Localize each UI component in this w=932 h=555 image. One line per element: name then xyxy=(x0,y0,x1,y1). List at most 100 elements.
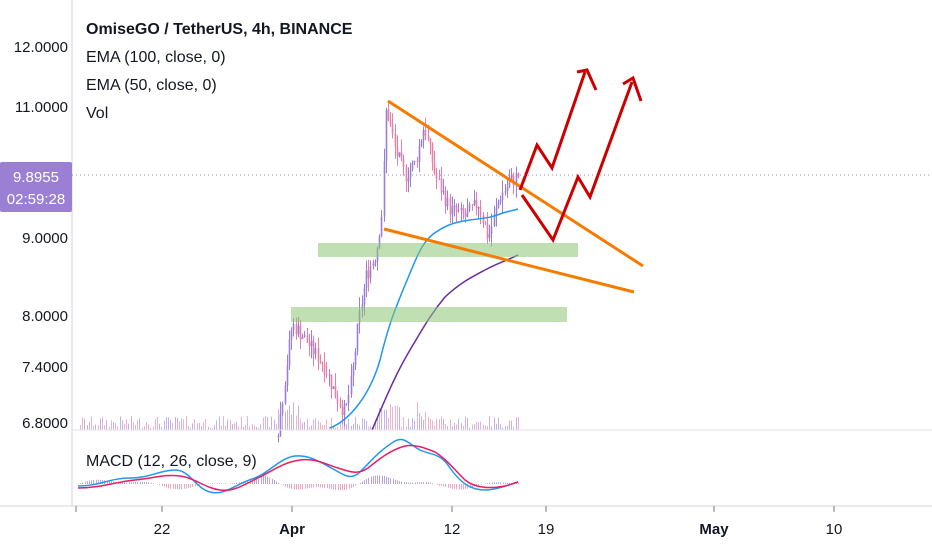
candle-body xyxy=(330,374,333,389)
price-tick-label: 9.0000 xyxy=(22,230,68,247)
candle-body xyxy=(499,200,502,203)
candle-body xyxy=(438,178,441,180)
candle-body xyxy=(402,158,405,167)
candle-body xyxy=(367,270,370,279)
candle-body xyxy=(312,340,315,355)
candle-body xyxy=(493,214,496,227)
candle-body xyxy=(398,152,401,157)
wedge-resistance-line[interactable] xyxy=(387,99,644,268)
candle-body xyxy=(339,403,342,408)
candle-body xyxy=(336,398,339,404)
candle-body xyxy=(325,374,328,376)
candle-body xyxy=(299,325,302,340)
time-tick-label: 12 xyxy=(444,521,461,538)
projection-arrow-1[interactable] xyxy=(518,71,587,191)
candle-body xyxy=(317,348,320,363)
candle-body xyxy=(281,403,284,414)
candle-body xyxy=(378,236,381,249)
candle-body xyxy=(310,340,313,347)
candle-body xyxy=(475,199,478,209)
candle-body xyxy=(347,394,350,404)
candle-body xyxy=(354,351,357,366)
candle-body xyxy=(497,202,500,208)
candle-body xyxy=(460,207,463,211)
time-tick-label: 19 xyxy=(538,521,555,538)
last-price-badge xyxy=(0,162,72,212)
ema-100-line xyxy=(371,254,519,431)
candle-body xyxy=(365,270,368,288)
candle-body xyxy=(490,226,493,235)
price-tick-label: 6.8000 xyxy=(22,415,68,432)
candle-body xyxy=(449,197,452,215)
candle-body xyxy=(306,335,309,343)
candle-body xyxy=(405,166,408,182)
candle-body xyxy=(435,173,438,179)
indicator-ema-50[interactable]: EMA (50, close, 0) xyxy=(86,77,217,94)
price-tick-label: 7.4000 xyxy=(22,359,68,376)
candle-body xyxy=(284,385,287,404)
candle-body xyxy=(345,403,348,405)
candle-body xyxy=(424,129,427,136)
candle-body xyxy=(328,374,331,376)
macd-pane xyxy=(72,429,932,494)
candle-body xyxy=(427,135,430,139)
candle-body xyxy=(319,362,322,364)
candle-body xyxy=(334,386,337,399)
price-tick-label: 12.0000 xyxy=(14,39,68,56)
wedge-support-line[interactable] xyxy=(383,227,635,294)
projection-arrow-2[interactable] xyxy=(520,81,634,244)
price-tick-label: 8.0000 xyxy=(22,308,68,325)
candle-body xyxy=(374,261,377,263)
arrowhead-1 xyxy=(576,68,598,91)
candle-body xyxy=(343,404,346,416)
macd-label[interactable]: MACD (12, 26, close, 9) xyxy=(86,453,257,470)
candle-body xyxy=(477,206,480,209)
time-tick-label: 22 xyxy=(154,521,171,538)
time-tick-label: 10 xyxy=(826,521,843,538)
candle-body xyxy=(444,190,447,207)
candle-body xyxy=(391,124,394,134)
candle-body xyxy=(506,187,509,192)
candle-body xyxy=(288,339,291,366)
candle-body xyxy=(387,109,390,121)
candle-body xyxy=(356,323,359,352)
candle-body xyxy=(464,213,467,217)
signal-line xyxy=(77,444,519,492)
candle-body xyxy=(429,138,432,144)
indicator-vol[interactable]: Vol xyxy=(86,105,108,122)
macd-line xyxy=(77,438,519,494)
volume-bars xyxy=(80,401,519,430)
candle-body xyxy=(341,407,344,416)
candle-body xyxy=(440,178,443,193)
candle-body xyxy=(308,342,311,347)
candle-body xyxy=(453,205,456,207)
candle-body xyxy=(495,207,498,215)
candle-body xyxy=(517,173,520,177)
indicator-ema-100[interactable]: EMA (100, close, 0) xyxy=(86,49,226,66)
candle-body xyxy=(446,197,449,207)
drawings[interactable] xyxy=(291,68,644,322)
candle-body xyxy=(420,140,423,146)
candle-body xyxy=(471,204,474,206)
candle-body xyxy=(295,323,298,335)
candle-body xyxy=(350,375,353,395)
price-axis[interactable]: 12.0000 11.0000 9.0000 8.0000 7.4000 6.8000 xyxy=(0,0,73,506)
candle-body xyxy=(394,133,397,147)
candle-body xyxy=(484,223,487,225)
support-zone-upper[interactable] xyxy=(318,243,578,257)
candle-body xyxy=(466,210,469,217)
candle-body xyxy=(383,161,386,217)
support-zone-lower[interactable] xyxy=(291,307,567,322)
time-axis[interactable]: 22 Apr 12 19 May 10 xyxy=(0,505,932,538)
candle-body xyxy=(380,216,383,237)
candle-body xyxy=(422,129,425,141)
candle-body xyxy=(455,205,458,212)
candle-body xyxy=(473,199,476,205)
candle-body xyxy=(297,325,300,335)
candle-body xyxy=(301,337,304,340)
ema-50-line xyxy=(329,208,519,429)
candle-body xyxy=(482,215,485,224)
candle-body xyxy=(352,365,355,376)
